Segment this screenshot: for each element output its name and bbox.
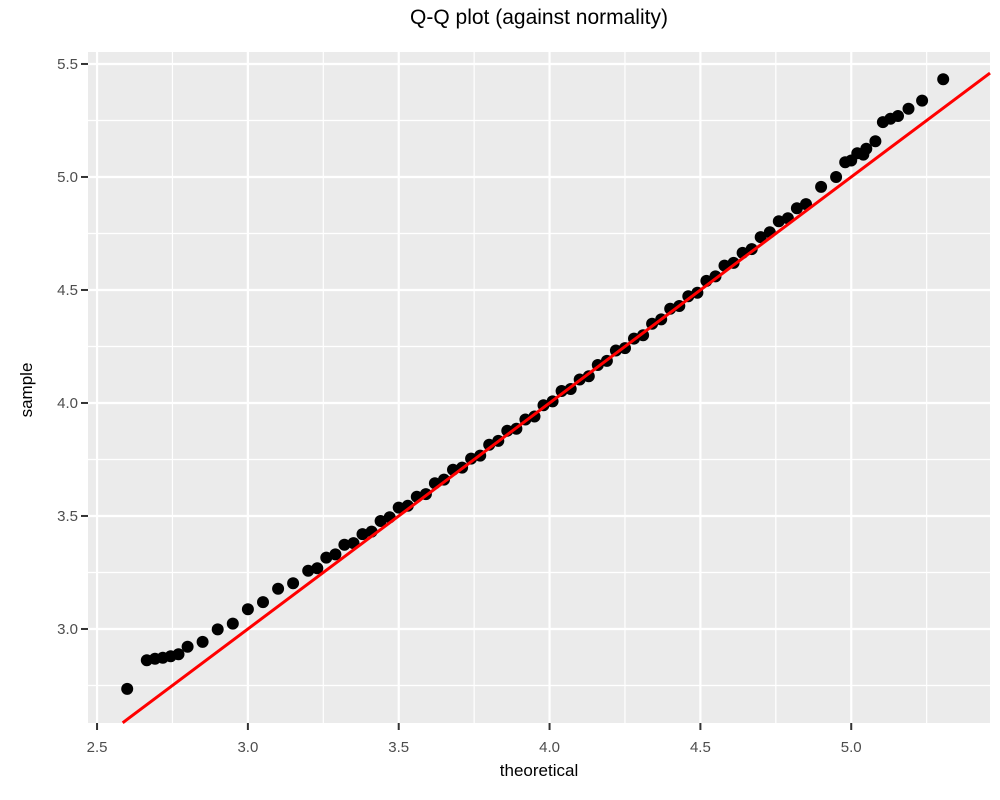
x-tick-label: 5.0 [841,739,862,756]
qq-point [241,603,254,616]
qq-point [815,180,828,193]
x-axis-title: theoretical [499,761,579,780]
qq-point [356,528,369,541]
qq-point [226,617,239,630]
qq-point [392,501,405,514]
x-tick-label: 3.5 [388,739,409,756]
qq-point [772,215,785,228]
axis-ticks [81,62,853,730]
qq-point [609,344,622,357]
qq-point [790,202,803,215]
qq-point [287,577,300,590]
y-tick-label: 4.0 [57,395,78,412]
qq-point [320,551,333,564]
qq-point [272,582,285,595]
qq-point [172,648,185,661]
qq-point [465,452,478,465]
qq-point [830,171,843,183]
x-tick-label: 4.5 [690,739,711,756]
x-tick-label: 2.5 [87,739,108,756]
x-tick-label: 3.0 [237,739,258,756]
qq-point [211,623,224,636]
y-axis-title: sample [17,362,36,418]
qq-point [869,135,882,148]
qq-point [338,538,351,551]
qq-point [682,290,695,303]
qq-point [902,102,915,115]
y-tick-label: 3.5 [57,508,78,525]
y-tick-label: 5.5 [57,56,78,73]
qq-point [181,640,194,653]
qq-point [892,110,904,122]
qq-point [754,231,767,244]
qq-point [582,370,595,383]
qq-point [311,562,324,575]
qq-point [121,682,134,695]
y-tick-label: 5.0 [57,169,78,186]
qq-point [196,635,209,648]
qq-point [555,385,568,397]
qq-point [916,94,929,107]
qq-point [329,548,342,561]
identity-reference-line [121,71,991,724]
qq-point [302,564,315,577]
qq-point [257,596,269,609]
chart-title: Q-Q plot (against normality) [410,6,668,29]
qq-point [860,142,873,155]
x-tick-label: 4.0 [539,739,560,756]
y-tick-label: 4.5 [57,282,78,299]
minor-gridlines [88,52,990,723]
major-gridlines [88,52,990,723]
qq-point [937,73,950,86]
qq-point [374,515,387,527]
axis-tick-labels: 2.5 3.0 3.5 4.0 4.5 5.0 3.0 3.5 4.0 4.5 5.0 5.5 [57,56,862,756]
y-tick-label: 3.0 [57,621,78,638]
